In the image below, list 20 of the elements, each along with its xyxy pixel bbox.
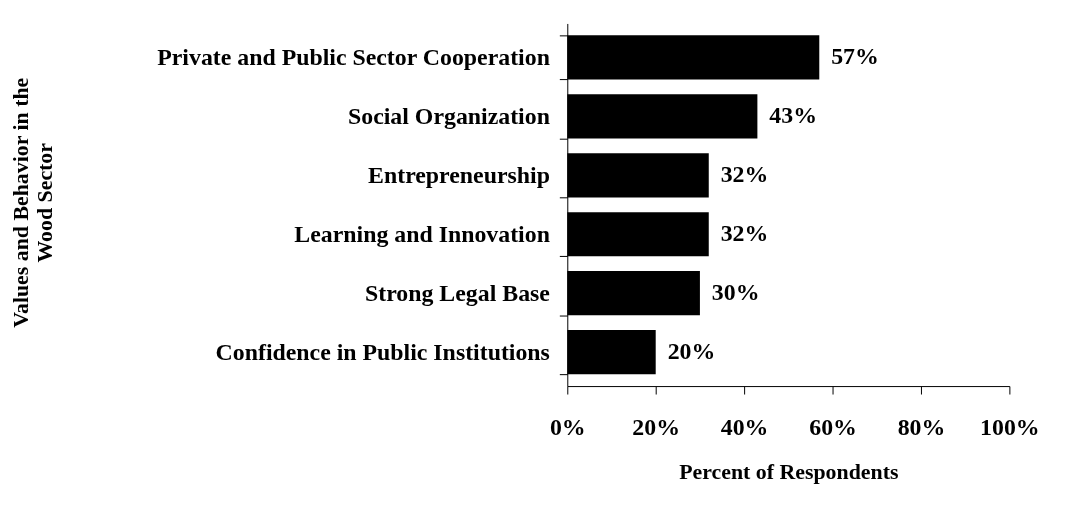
x-tick-label: 40% [720,414,769,441]
y-tick-label: Confidence in Public Institutions [215,338,550,365]
y-tick-label: Strong Legal Base [364,279,550,306]
x-tick-label: 0% [549,414,586,441]
data-label: 20% [667,338,716,365]
x-tick-label: 80% [897,414,946,441]
y-tick-label: Social Organization [348,102,550,129]
y-axis-title: Values and Behavior in the Wood Sector [9,77,58,328]
data-label: 43% [769,102,817,129]
x-tick-label: 20% [632,414,681,441]
y-tick-label: Private and Public Sector Cooperation [157,43,550,70]
y-tick-label: Learning and Innovation [294,220,550,247]
x-tick-label: 60% [809,414,857,441]
x-axis-title: Percent of Respondents [679,459,899,484]
x-tick-label: 100% [980,414,1040,441]
data-label: 32% [720,161,769,188]
data-label: 32% [720,220,769,247]
data-label: 57% [831,43,879,70]
y-tick-label: Entrepreneurship [368,161,550,188]
data-label: 30% [711,279,760,306]
